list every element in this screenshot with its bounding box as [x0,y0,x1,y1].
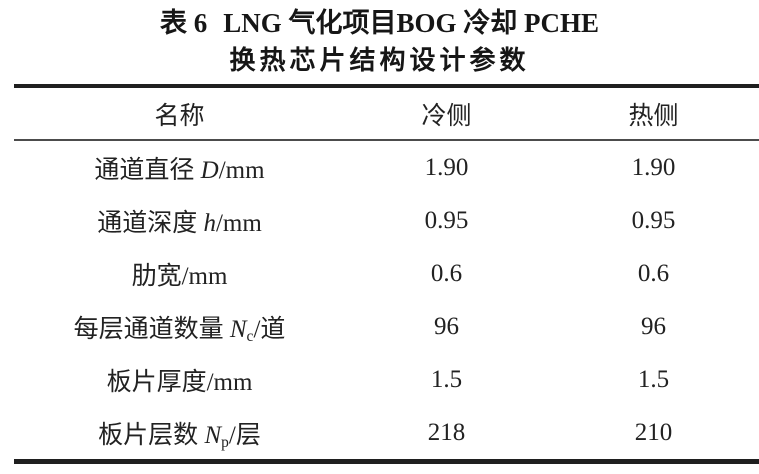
header-separator-rule [14,139,759,141]
table-header-row: 名称 冷侧 热侧 [0,88,759,139]
hot-side-value: 1.5 [637,365,670,393]
row-label-subscript: c [246,327,254,345]
table-row-plate-thickness: 板片厚度/mm 1.5 1.5 [0,353,759,406]
cold-side-value: 218 [427,418,466,446]
row-label-text: 通道深度 [97,209,204,237]
header-hot-side: 热侧 [628,102,679,130]
row-label-unit: /mm [215,209,262,237]
header-cold-side: 冷侧 [421,102,472,130]
row-label: 板片厚度/mm [14,362,345,398]
table-number: 表 6 [159,8,208,38]
cold-side-value: 0.95 [424,206,469,234]
row-label: 通道深度 h/mm [14,203,345,239]
row-label-variable: h [203,209,216,237]
cold-side-value: 96 [434,312,459,340]
table-row-channel-depth: 通道深度 h/mm 0.95 0.95 [0,194,759,247]
cold-side-value: 1.90 [424,153,469,181]
row-label-unit: /mm [181,262,228,290]
row-label: 板片层数 Np/层 [14,415,345,451]
row-label-text: 板片层数 [98,421,205,449]
row-label: 通道直径 D/mm [14,150,345,186]
top-rule [14,84,759,88]
row-label-text: 板片厚度 [106,368,207,396]
cold-side-value: 1.5 [430,365,463,393]
row-label-text: 通道直径 [94,156,201,184]
row-label-unit: /层 [228,421,261,449]
row-label-unit: /道 [253,315,286,343]
hot-side-value: 0.6 [637,259,670,287]
row-label-unit: /mm [206,368,253,396]
table-row-channel-diameter: 通道直径 D/mm 1.90 1.90 [0,141,759,194]
bottom-rule [14,459,759,464]
hot-side-value: 1.90 [631,153,676,181]
table-row-channels-per-layer: 每层通道数量 Nc/道 96 96 [0,300,759,353]
table-row-rib-width: 肋宽/mm 0.6 0.6 [0,247,759,300]
table-row-plate-layers: 板片层数 Np/层 218 210 [0,406,759,459]
row-label: 每层通道数量 Nc/道 [14,309,345,345]
row-label-unit: /mm [218,156,265,184]
header-name: 名称 [154,102,205,130]
table-title-line2: 换热芯片结构设计参数 [229,45,530,75]
hot-side-value: 96 [641,312,666,340]
hot-side-value: 210 [634,418,673,446]
row-label-variable: N [229,315,247,343]
table-title-text: LNG 气化项目BOG 冷却 PCHE [223,8,600,38]
row-label: 肋宽/mm [14,256,345,292]
row-label-variable: D [200,156,219,184]
row-label-text: 肋宽 [131,262,182,290]
row-label-text: 每层通道数量 [73,315,230,343]
row-label-variable: N [204,421,222,449]
table-title-line1: 表 6 LNG 气化项目BOG 冷却 PCHE [0,0,759,40]
row-label-subscript: p [221,433,229,451]
cold-side-value: 0.6 [430,259,463,287]
hot-side-value: 0.95 [631,206,676,234]
